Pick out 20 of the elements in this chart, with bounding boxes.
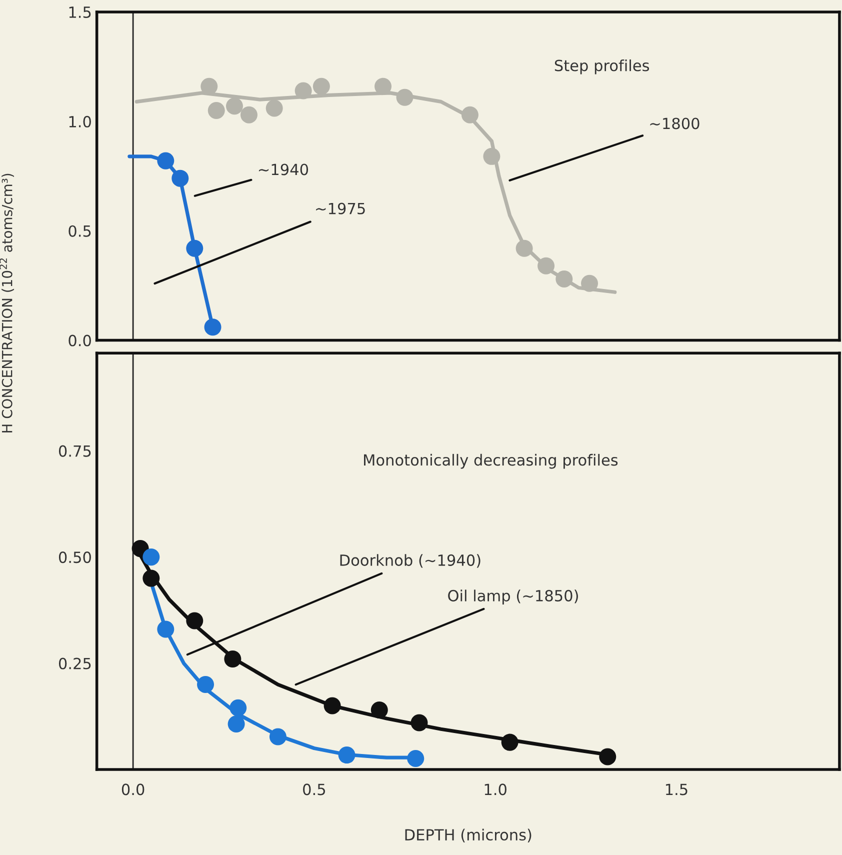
- annotation: Doorknob (~1940): [340, 554, 480, 568]
- y-tick-label: 0.25: [58, 658, 91, 670]
- annotation: ~1940: [258, 164, 308, 176]
- x-axis-title: DEPTH (microns): [405, 828, 532, 842]
- annotation: ~1800: [650, 118, 700, 130]
- text: Step profiles: [554, 59, 650, 74]
- y-tick-label: 1.5: [69, 6, 91, 18]
- text: Monotonically decreasing profiles: [364, 454, 618, 469]
- y-tick-label: 1.0: [69, 116, 91, 128]
- y-tick-label: 0.5: [68, 225, 91, 237]
- x-tick-label: 1.0: [484, 784, 506, 796]
- y-axis-title: H CONCENTRATION (10$^{22}$ atoms/cm³): [0, 174, 14, 432]
- y-tick-label: 0.75: [58, 445, 91, 457]
- annotation: ~1975: [316, 202, 365, 214]
- x-tick-label: 0.0: [122, 784, 144, 796]
- annotation: Oil lamp (~1850): [448, 590, 578, 604]
- y-tick-label: 0.50: [58, 552, 91, 564]
- y-tick-label: 0.0: [68, 334, 91, 346]
- x-tick-label: 1.5: [666, 784, 688, 796]
- x-tick-label: 0.5: [303, 784, 326, 796]
